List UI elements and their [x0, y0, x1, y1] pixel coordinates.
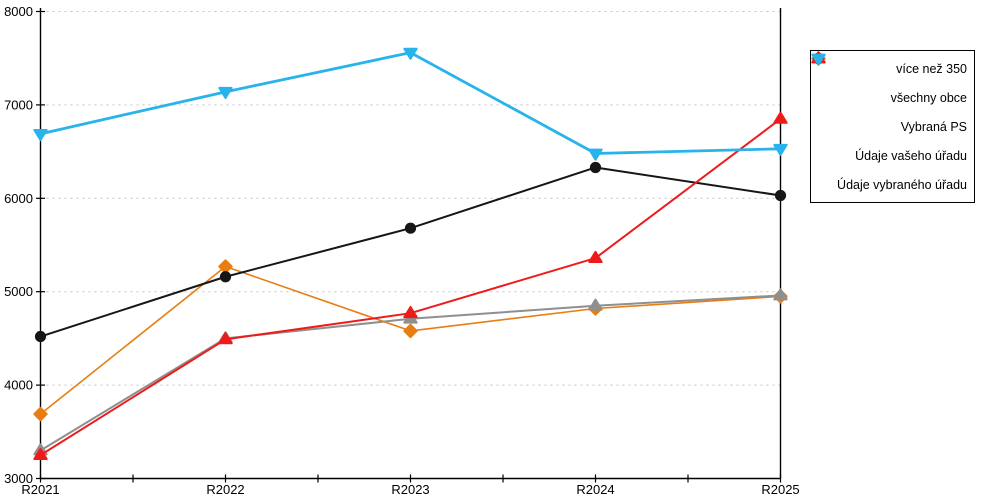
circle-marker-icon: [774, 189, 787, 202]
triangle-down-marker-icon: [33, 128, 48, 142]
series-line-4: [40, 51, 781, 155]
triangle-up-marker-icon: [588, 250, 603, 263]
triangle-up-marker-icon: [773, 288, 788, 301]
series-line-3: [39, 118, 782, 456]
triangle-down-marker-icon: [403, 47, 418, 60]
x-tick-label: R2024: [576, 482, 614, 497]
y-tick-label: 7000: [4, 97, 33, 112]
legend-label: Údaje vybraného úřadu: [837, 177, 967, 192]
legend-item-2: Vybraná PS: [811, 51, 974, 141]
diamond-marker-icon: [403, 323, 418, 339]
triangle-up-marker-icon: [403, 305, 418, 319]
legend: více než 350 všechny obce Vybraná PS Údaje …: [810, 50, 975, 203]
y-tick-label: 6000: [4, 191, 33, 206]
y-tick-label: 3000: [4, 471, 33, 486]
circle-marker-icon: [589, 161, 602, 174]
x-tick-label: R2022: [206, 482, 244, 497]
circle-marker-icon: [34, 330, 47, 343]
x-tick-label: R2023: [391, 482, 429, 497]
triangle-up-marker-icon: [773, 111, 788, 124]
triangle-down-marker-icon: [218, 86, 233, 100]
triangle-up-marker-icon: [218, 332, 233, 345]
series-line-0: [40, 265, 781, 415]
legend-item-0: více než 350: [811, 51, 974, 83]
y-tick-label: 5000: [4, 284, 33, 299]
legend-label: více než 350: [896, 61, 967, 76]
legend-item-1: všechny obce: [811, 52, 974, 112]
triangle-down-marker-icon: [811, 53, 826, 66]
triangle-down-marker-icon: [588, 148, 603, 161]
y-tick-label: 4000: [4, 378, 33, 393]
y-tick-label: 8000: [4, 4, 33, 19]
legend-label: Vybraná PS: [900, 119, 967, 134]
circle-marker-icon: [219, 271, 232, 283]
legend-item-3: Údaje vašeho úřadu: [811, 51, 974, 170]
triangle-down-marker-icon: [773, 143, 788, 156]
legend-label: Údaje vašeho úřadu: [855, 148, 967, 163]
x-tick-label: R2025: [761, 482, 799, 497]
circle-marker-icon: [404, 222, 417, 234]
legend-label: všechny obce: [890, 90, 967, 105]
triangle-up-marker-icon: [588, 298, 603, 311]
x-tick-label: R2021: [21, 482, 59, 497]
legend-item-4: Údaje vybraného úřadu: [811, 53, 974, 199]
legend-marker-holder: [811, 53, 826, 66]
triangle-up-marker-icon: [33, 447, 48, 461]
diamond-marker-icon: [33, 406, 48, 422]
